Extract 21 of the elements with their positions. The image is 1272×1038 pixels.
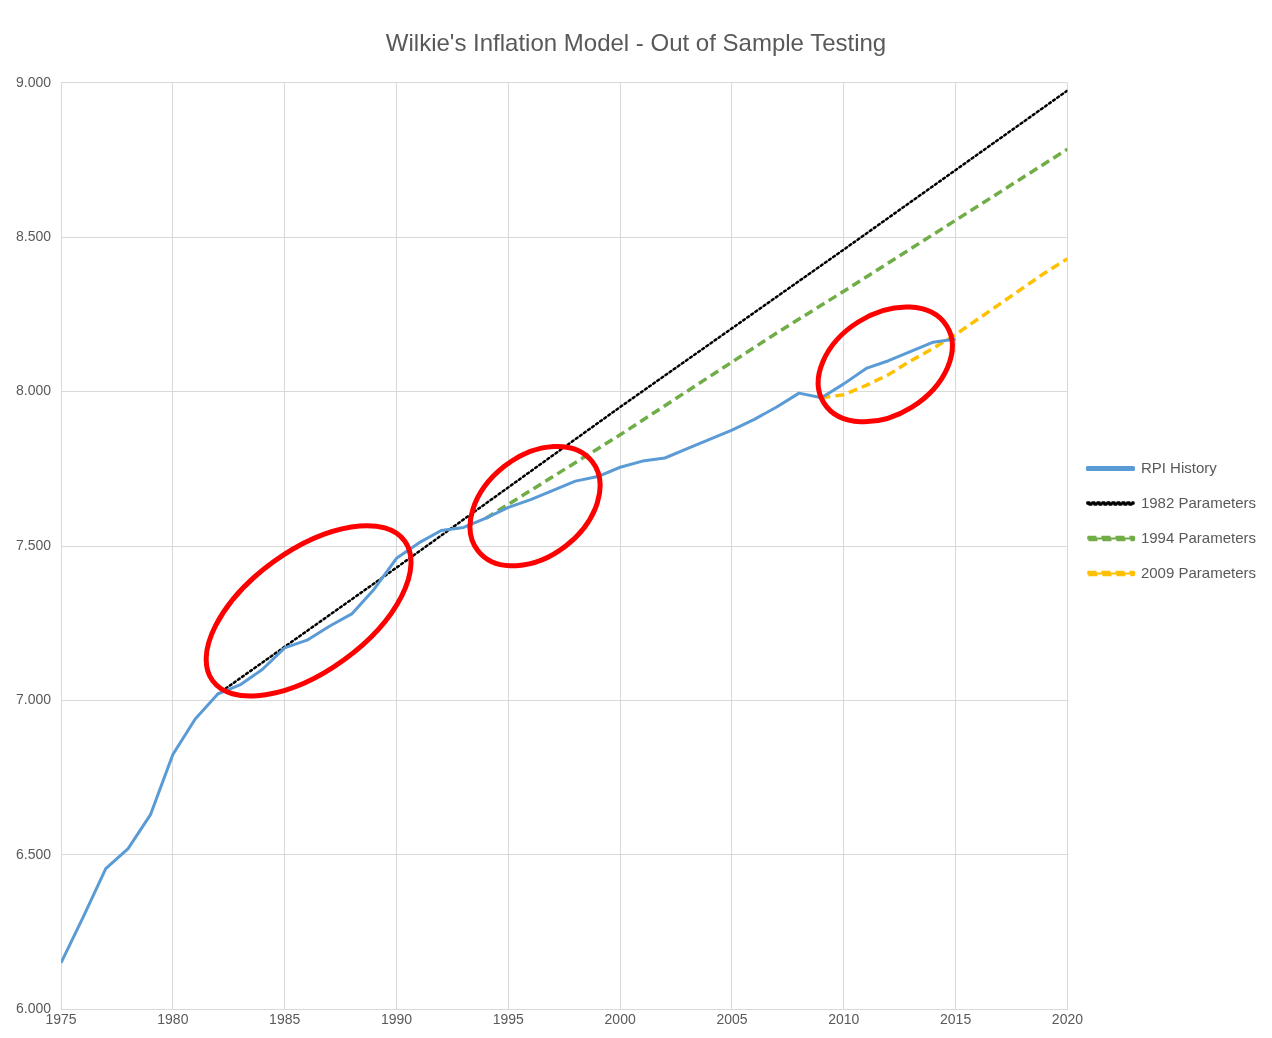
x-tick-label: 1995 — [492, 1011, 525, 1028]
x-tick-label: 1980 — [157, 1011, 189, 1028]
y-tick-label: 7.000 — [15, 691, 52, 708]
line-series — [484, 147, 1068, 520]
x-tick-label: 2005 — [716, 1011, 748, 1028]
legend-label: RPI History — [1140, 458, 1218, 476]
y-tick-label: 8.000 — [15, 382, 52, 399]
x-tick-label: 2000 — [604, 1011, 636, 1028]
x-tick-label: 2020 — [1051, 1011, 1084, 1028]
x-tick-label: 1985 — [269, 1011, 301, 1028]
legend-label: 1982 Parameters — [1140, 493, 1257, 511]
legend-label: 1994 Parameters — [1140, 528, 1257, 546]
y-tick-label: 7.500 — [15, 536, 52, 553]
legend-label: 2009 Parameters — [1140, 563, 1257, 581]
chart-title: Wilkie's Inflation Model - Out of Sample Testing — [385, 29, 887, 57]
x-tick-label: 2015 — [940, 1011, 972, 1028]
y-tick-label: 9.000 — [15, 73, 52, 90]
y-tick-label: 8.500 — [15, 228, 52, 245]
y-tick-label: 6.500 — [15, 845, 52, 862]
x-tick-label: 2010 — [828, 1011, 860, 1028]
x-tick-label: 1990 — [380, 1011, 413, 1028]
